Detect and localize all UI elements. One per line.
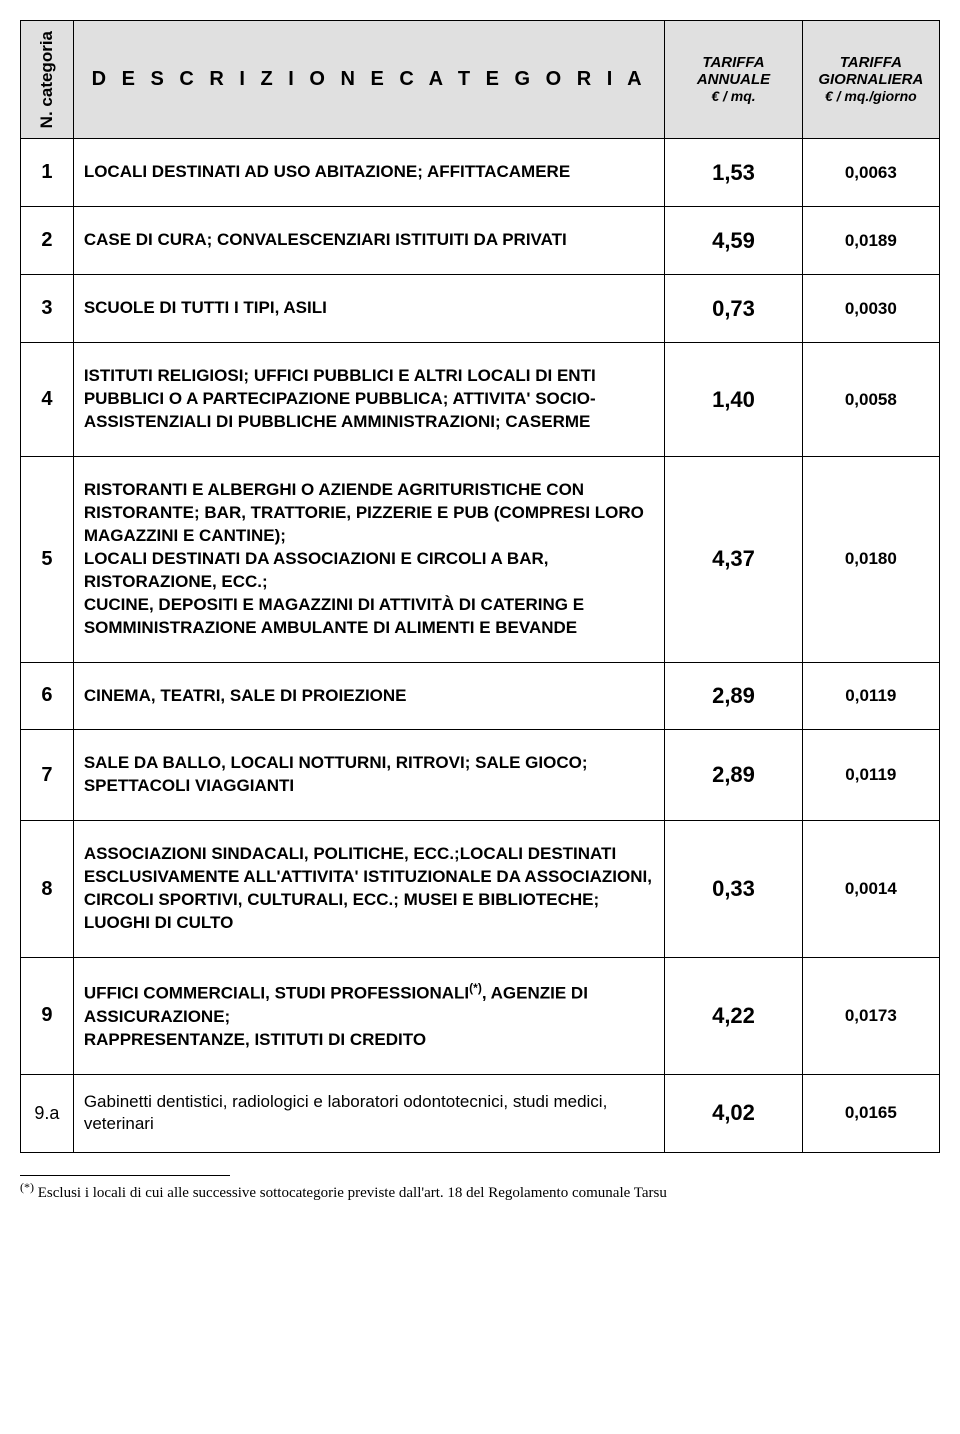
row-daily-tariff: 0,0165 <box>802 1074 939 1153</box>
row-number: 7 <box>21 730 74 821</box>
table-body: 1LOCALI DESTINATI AD USO ABITAZIONE; AFF… <box>21 139 940 1153</box>
row-annual-tariff: 0,73 <box>665 275 802 343</box>
header-annual-line3: € / mq. <box>711 88 755 104</box>
row-description: ASSOCIAZIONI SINDACALI, POLITICHE, ECC.;… <box>73 821 665 958</box>
row-description: LOCALI DESTINATI AD USO ABITAZIONE; AFFI… <box>73 139 665 207</box>
row-annual-tariff: 1,40 <box>665 343 802 457</box>
table-row: 8ASSOCIAZIONI SINDACALI, POLITICHE, ECC.… <box>21 821 940 958</box>
header-daily-line1: TARIFFA <box>840 54 902 71</box>
row-description: RISTORANTI E ALBERGHI O AZIENDE AGRITURI… <box>73 456 665 662</box>
row-daily-tariff: 0,0058 <box>802 343 939 457</box>
row-description: SALE DA BALLO, LOCALI NOTTURNI, RITROVI;… <box>73 730 665 821</box>
footnote-rule <box>20 1175 230 1176</box>
tariff-table: N. categoria D E S C R I Z I O N E C A T… <box>20 20 940 1153</box>
row-daily-tariff: 0,0173 <box>802 958 939 1074</box>
row-number: 3 <box>21 275 74 343</box>
row-description: SCUOLE DI TUTTI I TIPI, ASILI <box>73 275 665 343</box>
row-number: 9.a <box>21 1074 74 1153</box>
row-number: 8 <box>21 821 74 958</box>
row-number: 2 <box>21 207 74 275</box>
table-row: 3SCUOLE DI TUTTI I TIPI, ASILI0,730,0030 <box>21 275 940 343</box>
row-description: CINEMA, TEATRI, SALE DI PROIEZIONE <box>73 662 665 730</box>
row-daily-tariff: 0,0180 <box>802 456 939 662</box>
row-number: 9 <box>21 958 74 1074</box>
row-number: 1 <box>21 139 74 207</box>
row-daily-tariff: 0,0014 <box>802 821 939 958</box>
footnote: (*) Esclusi i locali di cui alle success… <box>20 1175 940 1202</box>
header-annual-line1: TARIFFA <box>702 54 764 71</box>
header-daily-line3: € / mq./giorno <box>825 88 917 104</box>
footnote-text: Esclusi i locali di cui alle successive … <box>38 1185 667 1201</box>
header-daily-line2: GIORNALIERA <box>818 71 923 88</box>
row-annual-tariff: 2,89 <box>665 662 802 730</box>
row-daily-tariff: 0,0189 <box>802 207 939 275</box>
table-header-row: N. categoria D E S C R I Z I O N E C A T… <box>21 21 940 139</box>
row-number: 6 <box>21 662 74 730</box>
row-annual-tariff: 0,33 <box>665 821 802 958</box>
table-row: 5RISTORANTI E ALBERGHI O AZIENDE AGRITUR… <box>21 456 940 662</box>
footnote-marker: (*) <box>20 1180 34 1194</box>
row-number: 5 <box>21 456 74 662</box>
table-row: 1LOCALI DESTINATI AD USO ABITAZIONE; AFF… <box>21 139 940 207</box>
row-description: UFFICI COMMERCIALI, STUDI PROFESSIONALI(… <box>73 958 665 1074</box>
table-row: 9.aGabinetti dentistici, radiologici e l… <box>21 1074 940 1153</box>
row-annual-tariff: 4,59 <box>665 207 802 275</box>
table-row: 4ISTITUTI RELIGIOSI; UFFICI PUBBLICI E A… <box>21 343 940 457</box>
row-daily-tariff: 0,0030 <box>802 275 939 343</box>
header-annual-tariff: TARIFFA ANNUALE € / mq. <box>665 21 802 139</box>
table-row: 6CINEMA, TEATRI, SALE DI PROIEZIONE2,890… <box>21 662 940 730</box>
row-daily-tariff: 0,0119 <box>802 730 939 821</box>
row-annual-tariff: 4,37 <box>665 456 802 662</box>
table-row: 9UFFICI COMMERCIALI, STUDI PROFESSIONALI… <box>21 958 940 1074</box>
header-category-number: N. categoria <box>21 21 74 139</box>
header-category-number-label: N. categoria <box>37 31 57 128</box>
row-description: ISTITUTI RELIGIOSI; UFFICI PUBBLICI E AL… <box>73 343 665 457</box>
row-description: Gabinetti dentistici, radiologici e labo… <box>73 1074 665 1153</box>
header-description: D E S C R I Z I O N E C A T E G O R I A <box>73 21 665 139</box>
row-description: CASE DI CURA; CONVALESCENZIARI ISTITUITI… <box>73 207 665 275</box>
row-annual-tariff: 4,22 <box>665 958 802 1074</box>
table-row: 2CASE DI CURA; CONVALESCENZIARI ISTITUIT… <box>21 207 940 275</box>
table-row: 7SALE DA BALLO, LOCALI NOTTURNI, RITROVI… <box>21 730 940 821</box>
row-number: 4 <box>21 343 74 457</box>
row-annual-tariff: 4,02 <box>665 1074 802 1153</box>
row-daily-tariff: 0,0119 <box>802 662 939 730</box>
header-annual-line2: ANNUALE <box>697 71 770 88</box>
row-daily-tariff: 0,0063 <box>802 139 939 207</box>
header-daily-tariff: TARIFFA GIORNALIERA € / mq./giorno <box>802 21 939 139</box>
row-annual-tariff: 1,53 <box>665 139 802 207</box>
row-annual-tariff: 2,89 <box>665 730 802 821</box>
